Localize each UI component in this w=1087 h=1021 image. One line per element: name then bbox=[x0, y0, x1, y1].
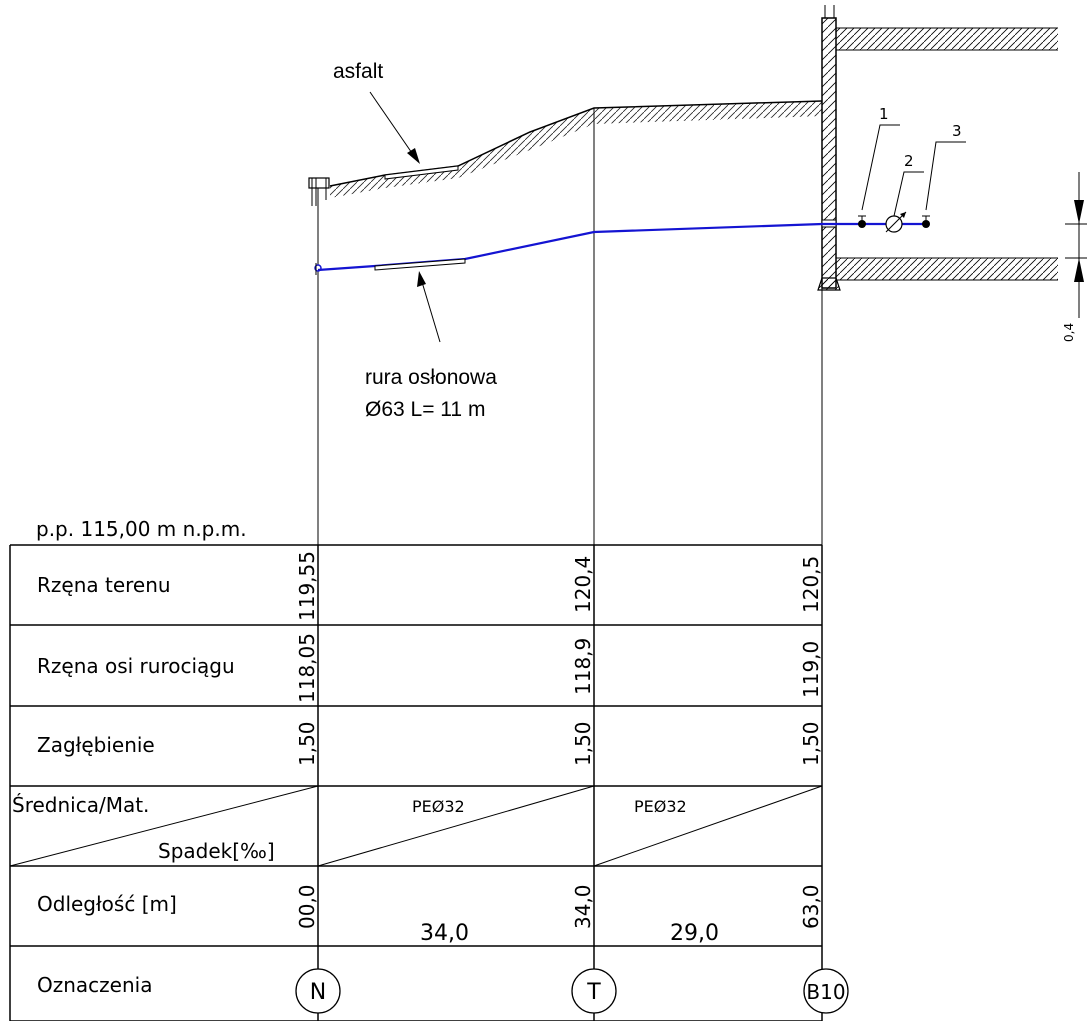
valve-3 bbox=[922, 220, 930, 228]
t-depth: 1,50 bbox=[571, 721, 595, 766]
n-depth: 1,50 bbox=[295, 721, 319, 766]
b10-axis: 119,0 bbox=[799, 641, 823, 698]
detail-markers: 1 2 3 bbox=[861, 105, 966, 217]
fittings bbox=[858, 211, 930, 233]
b10-distance: 63,0 bbox=[799, 884, 823, 929]
b10-depth: 1,50 bbox=[799, 721, 823, 766]
marker-2: 2 bbox=[904, 152, 914, 170]
node-t-label: T bbox=[586, 980, 601, 1005]
header-diameter: Średnica/Mat. bbox=[12, 793, 149, 817]
header-slope: Spadek[‰] bbox=[158, 839, 275, 863]
building-wall bbox=[817, 5, 1058, 545]
valve-1 bbox=[858, 220, 866, 228]
segment-2-material: PEØ32 bbox=[634, 797, 687, 816]
annotations: asfalt rura osłonowa Ø63 L= 11 m bbox=[333, 60, 497, 421]
node-t-circle bbox=[571, 968, 617, 1014]
header-axis: Rzęna osi rurociągu bbox=[37, 654, 235, 678]
marker-3: 3 bbox=[952, 122, 962, 140]
segment-1-length: 34,0 bbox=[420, 921, 469, 946]
pipeline bbox=[317, 222, 926, 272]
n-distance: 00,0 bbox=[295, 884, 319, 929]
n-ground: 119,55 bbox=[295, 551, 319, 621]
header-marks: Oznaczenia bbox=[37, 973, 152, 997]
terrain bbox=[329, 100, 823, 545]
segment-2-length: 29,0 bbox=[670, 921, 719, 946]
node-b10-label: B10 bbox=[806, 980, 845, 1004]
asfalt-label: asfalt bbox=[333, 60, 383, 83]
profile-table: Rzęna terenu Rzęna osi rurociągu Zagłębi… bbox=[9, 544, 849, 1021]
reference-level: p.p. 115,00 m n.p.m. bbox=[36, 517, 247, 541]
header-ground: Rzęna terenu bbox=[37, 573, 171, 597]
dimension-value: 0,4 bbox=[1062, 323, 1076, 342]
header-distance: Odległość [m] bbox=[37, 892, 177, 916]
b10-ground: 120,5 bbox=[799, 556, 823, 613]
t-distance: 34,0 bbox=[571, 884, 595, 929]
t-ground: 120,4 bbox=[571, 556, 595, 613]
t-axis: 118,9 bbox=[571, 638, 595, 695]
header-depth: Zagłębienie bbox=[37, 733, 155, 757]
casing-label-line1: rura osłonowa bbox=[365, 366, 497, 389]
node-n-circle bbox=[295, 968, 341, 1014]
dimension-depth: 0,4 bbox=[1062, 172, 1087, 342]
node-n-structure bbox=[308, 177, 330, 545]
asphalt-layer bbox=[384, 165, 459, 180]
casing-label-line2: Ø63 L= 11 m bbox=[365, 398, 485, 421]
node-n-label: N bbox=[310, 980, 326, 1005]
marker-1: 1 bbox=[879, 105, 889, 123]
casing-pipe bbox=[374, 258, 466, 271]
n-axis: 118,05 bbox=[295, 633, 319, 703]
node-b10-circle bbox=[803, 968, 849, 1014]
segment-1-material: PEØ32 bbox=[412, 797, 465, 816]
